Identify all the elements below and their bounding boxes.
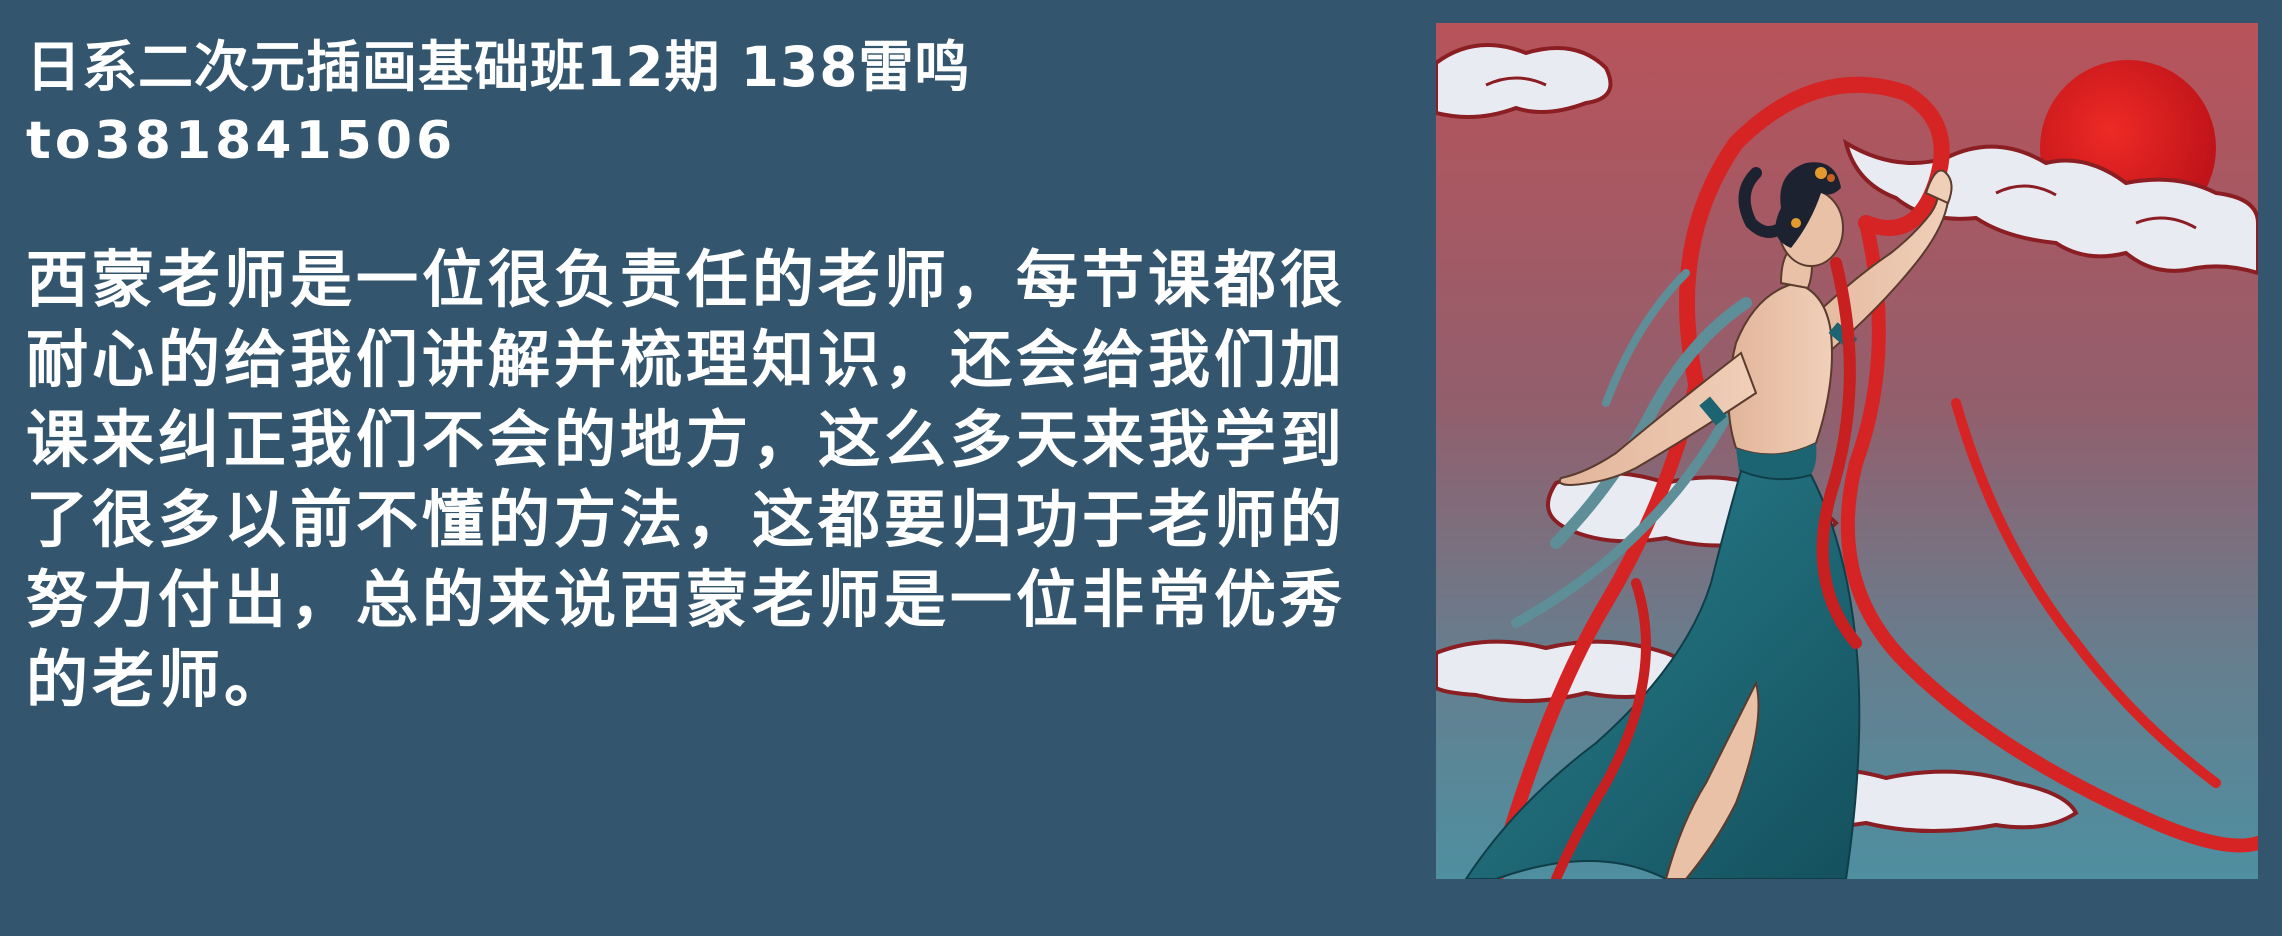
artwork-illustration	[1436, 23, 2258, 879]
student-id: to381841506	[26, 111, 457, 171]
testimonial-text: 西蒙老师是一位很负责任的老师，每节课都很耐心的给我们讲解并梳理知识，还会给我们加…	[26, 243, 1347, 716]
page-title: 日系二次元插画基础班12期 138雷鸣	[26, 35, 971, 99]
text-content: 日系二次元插画基础班12期 138雷鸣 to381841506 西蒙老师是一位很…	[26, 28, 1356, 720]
red-ribbon	[1489, 76, 2258, 879]
cloud-top-left	[1436, 43, 1613, 119]
red-ribbon-front	[1551, 257, 1862, 879]
dancer-figure	[1464, 162, 1953, 879]
artwork-svg	[1436, 23, 2258, 879]
